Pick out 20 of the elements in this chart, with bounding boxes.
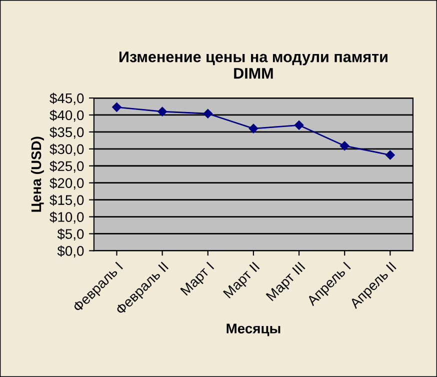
y-axis-title: Цена (USD)	[30, 136, 44, 212]
point	[158, 106, 167, 116]
chart-title: Изменение цены на модули памяти DIMM	[119, 52, 388, 79]
y-tick-label: $30,0	[50, 144, 84, 156]
y-tick-label: $10,0	[50, 212, 84, 224]
y-tick-label: $45,0	[50, 92, 84, 105]
point	[203, 109, 213, 118]
y-tick-label: $35,0	[50, 126, 84, 139]
point	[340, 141, 350, 150]
y-tick-label: $15,0	[50, 194, 84, 207]
y-tick-label: $40,0	[50, 110, 84, 122]
y-tick-label: $20,0	[50, 178, 84, 190]
y-tick-label: $0,0	[57, 245, 84, 258]
y-tick-label: $25,0	[50, 160, 84, 173]
point	[112, 102, 122, 112]
y-tick-label: $5,0	[57, 228, 84, 241]
point	[386, 150, 395, 160]
point	[294, 120, 304, 130]
point	[248, 124, 258, 134]
x-axis-title: Месяцы	[226, 324, 280, 336]
